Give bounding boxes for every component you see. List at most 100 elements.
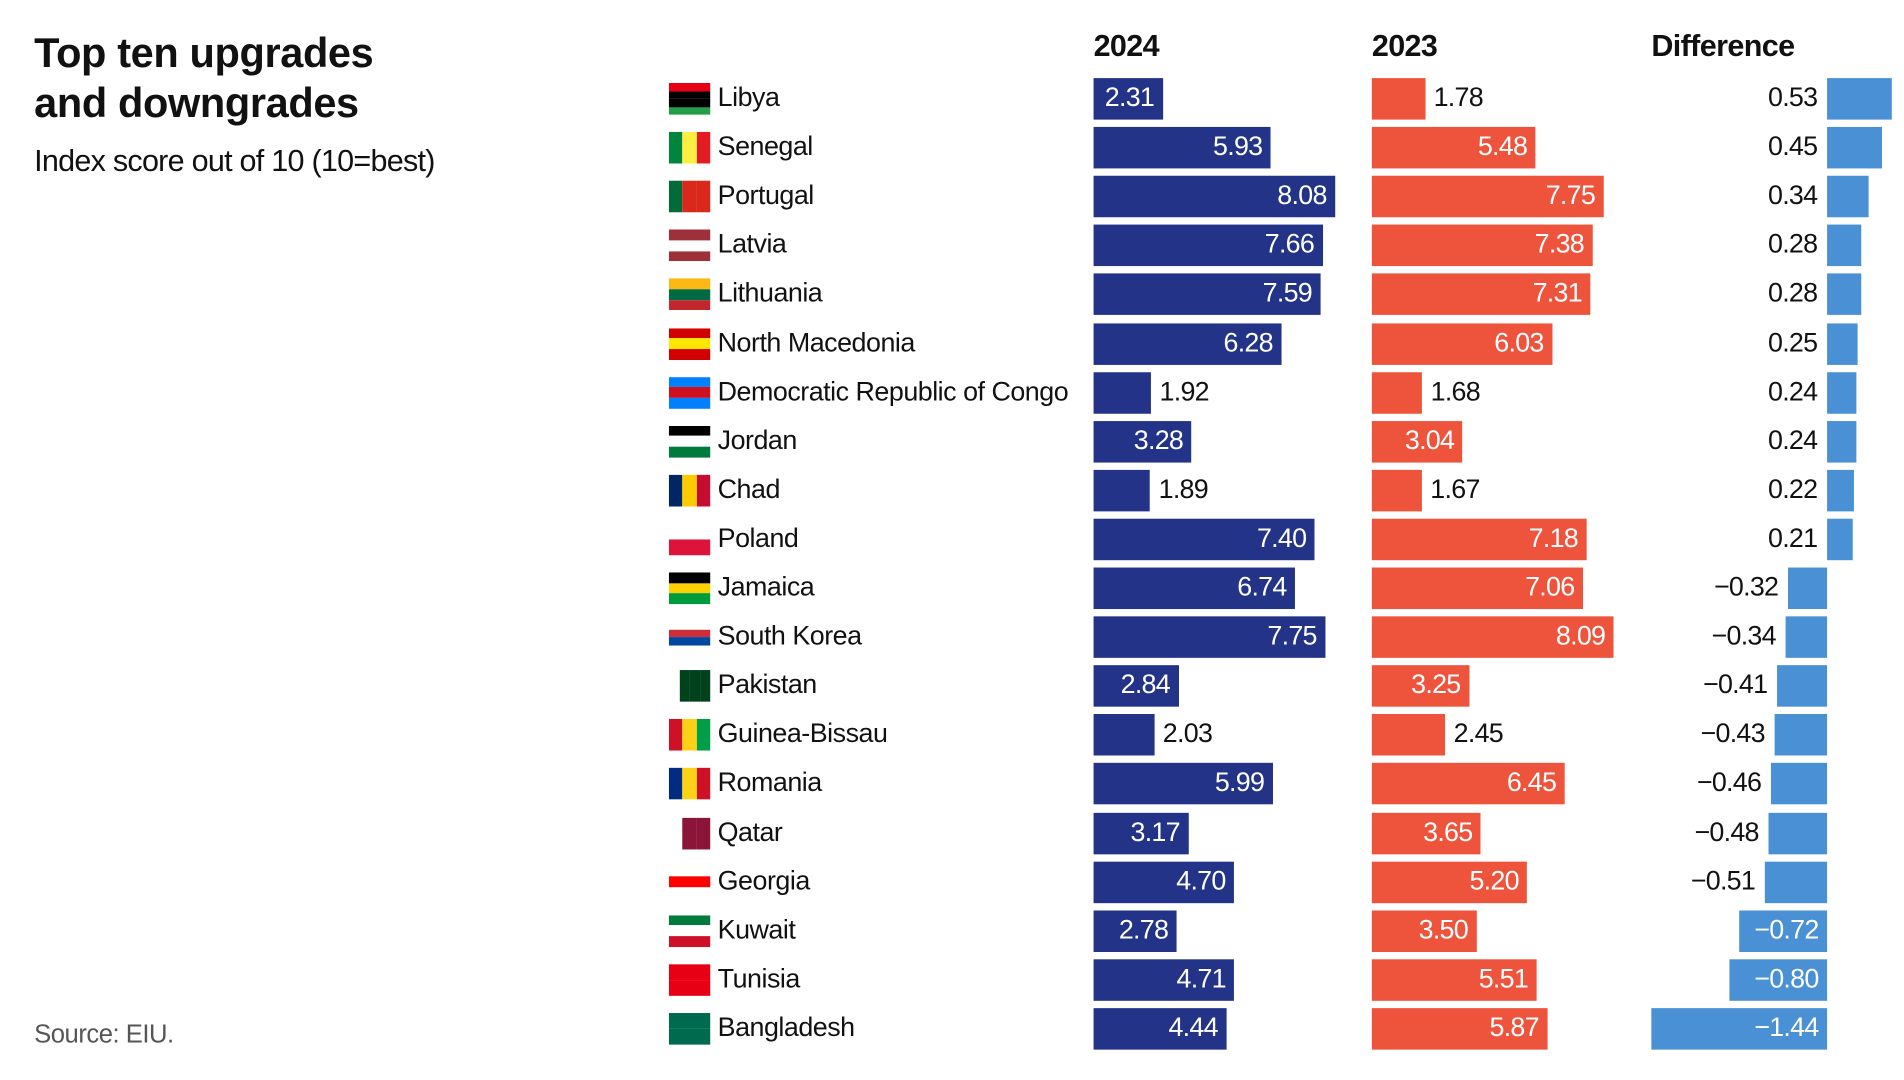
difference-value: −0.34 xyxy=(1711,620,1777,651)
difference-value: −0.41 xyxy=(1702,669,1768,700)
flag-icon xyxy=(668,229,711,262)
2023-value: 7.31 xyxy=(1532,277,1583,309)
country-label: South Korea xyxy=(717,620,862,651)
2023-value: 5.87 xyxy=(1489,1011,1540,1043)
table-row: North Macedonia 6.28 6.03 0.25 xyxy=(0,319,1904,368)
2024-value: 2.03 xyxy=(1162,718,1213,749)
difference-bar xyxy=(1827,175,1869,218)
2024-bar xyxy=(1093,322,1282,365)
2024-bar xyxy=(1093,910,1177,952)
2023-value: 1.78 xyxy=(1433,81,1484,113)
2024-bar xyxy=(1093,371,1151,414)
difference-value: 0.25 xyxy=(1767,326,1818,357)
2024-value: 6.28 xyxy=(1223,326,1273,357)
table-row: Jordan 3.28 3.04 0.24 xyxy=(0,417,1904,466)
country-label: Guinea-Bissau xyxy=(717,718,888,749)
table-row: Georgia 4.70 5.20 −0.51 xyxy=(0,858,1904,907)
table-row: Kuwait 2.78 3.50 −0.72 xyxy=(0,906,1904,955)
difference-value: −0.46 xyxy=(1696,766,1762,798)
flag-icon xyxy=(668,474,711,507)
2023-value: 3.65 xyxy=(1423,815,1473,847)
2023-bar xyxy=(1371,273,1591,316)
difference-value: 0.28 xyxy=(1767,228,1818,260)
country-label: Jordan xyxy=(717,424,798,455)
2023-bar xyxy=(1371,910,1477,952)
flag-icon xyxy=(668,817,711,849)
table-row: Democratic Republic of Congo 1.92 1.68 0.24 xyxy=(0,368,1904,417)
2024-value: 4.44 xyxy=(1168,1011,1218,1043)
2024-bar xyxy=(1093,224,1323,267)
country-label: Latvia xyxy=(717,228,787,260)
difference-value: −0.48 xyxy=(1694,815,1759,847)
2024-bar xyxy=(1093,469,1151,512)
table-row: Libya 2.31 1.78 0.53 xyxy=(0,74,1904,123)
difference-bar xyxy=(1827,469,1854,512)
difference-value: −0.43 xyxy=(1700,718,1766,749)
difference-value: −0.51 xyxy=(1690,864,1756,896)
2023-value: 7.38 xyxy=(1534,228,1585,260)
2023-bar xyxy=(1371,567,1583,610)
2024-bar xyxy=(1093,78,1163,120)
country-label: Georgia xyxy=(717,864,811,896)
flag-icon xyxy=(668,1012,711,1045)
2023-value: 7.06 xyxy=(1525,571,1575,602)
difference-value: 0.34 xyxy=(1767,179,1818,211)
country-label: North Macedonia xyxy=(717,326,916,357)
flag-icon xyxy=(668,866,711,898)
2023-value: 1.67 xyxy=(1430,473,1480,504)
flag-icon xyxy=(668,180,711,213)
table-row: Guinea-Bissau 2.03 2.45 −0.43 xyxy=(0,711,1904,760)
table-row: Poland 7.40 7.18 0.21 xyxy=(0,515,1904,564)
difference-value: −1.44 xyxy=(1754,1011,1819,1043)
title-line-1: Top ten upgrades xyxy=(34,30,374,77)
2024-bar xyxy=(1093,175,1336,218)
country-label: Bangladesh xyxy=(717,1011,855,1043)
2024-bar xyxy=(1093,567,1296,610)
flag-icon xyxy=(668,572,711,605)
flag-icon xyxy=(668,131,711,164)
difference-bar xyxy=(1827,518,1853,561)
2024-value: 6.74 xyxy=(1237,571,1287,602)
difference-value: 0.24 xyxy=(1767,375,1818,406)
flag-icon xyxy=(668,719,711,751)
difference-bar xyxy=(1827,78,1892,120)
table-row: Latvia 7.66 7.38 0.28 xyxy=(0,221,1904,270)
flag-icon xyxy=(668,768,711,800)
difference-value: −0.72 xyxy=(1754,913,1819,945)
table-row: Bangladesh 4.44 5.87 −1.44 xyxy=(0,1004,1904,1053)
difference-bar xyxy=(1827,273,1862,316)
difference-value: 0.24 xyxy=(1767,424,1818,455)
country-label: Libya xyxy=(717,81,780,113)
2024-value: 2.84 xyxy=(1120,669,1171,700)
2023-value: 6.45 xyxy=(1506,766,1557,798)
2023-bar xyxy=(1371,861,1528,903)
flag-icon xyxy=(668,376,711,409)
difference-bar xyxy=(1729,959,1828,1001)
flag-icon xyxy=(668,278,711,311)
difference-bar xyxy=(1788,567,1828,610)
2023-bar xyxy=(1371,1007,1548,1050)
2023-value: 5.51 xyxy=(1478,962,1529,994)
2023-value: 1.68 xyxy=(1430,375,1481,406)
2024-bar xyxy=(1093,812,1189,854)
difference-bar xyxy=(1768,812,1828,854)
2024-value: 8.08 xyxy=(1277,179,1327,211)
chart-title: Top ten upgrades and downgrades xyxy=(34,29,374,129)
flag-icon xyxy=(668,523,711,556)
2023-bar xyxy=(1371,616,1614,658)
country-label: Democratic Republic of Congo xyxy=(717,375,1069,406)
2023-value: 7.75 xyxy=(1545,179,1596,211)
table-row: Pakistan 2.84 3.25 −0.41 xyxy=(0,662,1904,711)
country-label: Qatar xyxy=(717,815,783,847)
2023-bar xyxy=(1371,322,1553,365)
table-row: South Korea 7.75 8.09 −0.34 xyxy=(0,613,1904,662)
difference-bar xyxy=(1827,127,1883,169)
2023-bar xyxy=(1371,959,1537,1001)
difference-bar xyxy=(1651,1007,1828,1050)
table-row: Qatar 3.17 3.65 −0.48 xyxy=(0,809,1904,858)
2024-bar xyxy=(1093,959,1235,1001)
flag-icon xyxy=(668,327,711,360)
2023-bar xyxy=(1371,78,1426,120)
country-label: Portugal xyxy=(717,179,815,211)
country-label: Lithuania xyxy=(717,277,823,309)
